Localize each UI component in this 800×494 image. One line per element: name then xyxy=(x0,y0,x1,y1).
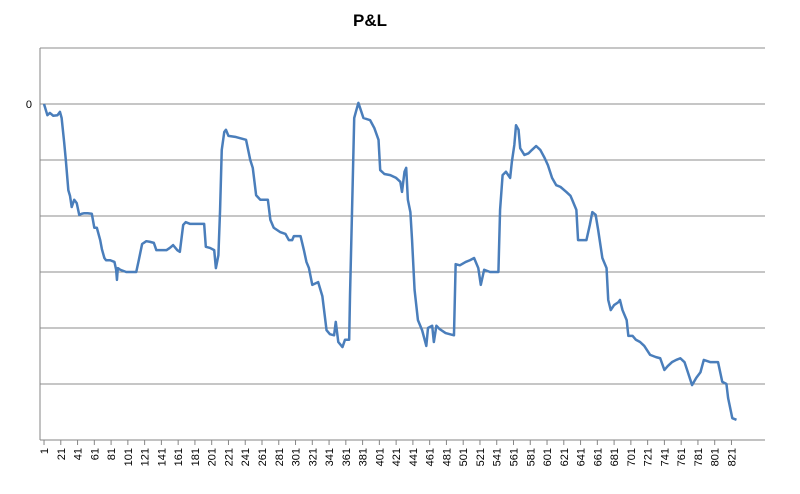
x-tick-label: 321 xyxy=(307,448,319,466)
x-tick-label: 581 xyxy=(525,448,537,466)
x-tick-label: 641 xyxy=(576,448,588,466)
x-tick-label: 161 xyxy=(173,448,185,466)
x-tick-label: 361 xyxy=(341,448,353,466)
x-tick-label: 21 xyxy=(56,448,68,460)
x-tick-label: 201 xyxy=(207,448,219,466)
x-tick-label: 781 xyxy=(693,448,705,466)
x-tick-label: 261 xyxy=(257,448,269,466)
x-tick-label: 681 xyxy=(609,448,621,466)
x-tick-label: 621 xyxy=(559,448,571,466)
x-tick-label: 501 xyxy=(458,448,470,466)
line-series xyxy=(42,101,737,422)
x-tick-label: 401 xyxy=(374,448,386,466)
y-tick-label: 0 xyxy=(26,99,32,111)
x-tick-label: 761 xyxy=(676,448,688,466)
x-tick-label: 381 xyxy=(358,448,370,466)
x-tick-label: 61 xyxy=(89,448,101,460)
x-tick-label: 541 xyxy=(492,448,504,466)
x-tick-label: 41 xyxy=(73,448,85,460)
x-tick-label: 521 xyxy=(475,448,487,466)
x-tick-label: 421 xyxy=(391,448,403,466)
x-tick-label: 801 xyxy=(710,448,722,466)
x-tick-label: 121 xyxy=(140,448,152,466)
x-tick-label: 81 xyxy=(106,448,118,460)
x-tick-label: 281 xyxy=(274,448,286,466)
x-tick-label: 701 xyxy=(626,448,638,466)
x-tick-label: 241 xyxy=(240,448,252,466)
x-tick-label: 481 xyxy=(441,448,453,466)
x-tick-label: 101 xyxy=(123,448,135,466)
x-tick-label: 441 xyxy=(408,448,420,466)
x-tick-label: 181 xyxy=(190,448,202,466)
x-tick-label: 561 xyxy=(508,448,520,466)
x-tick-label: 1 xyxy=(39,448,51,454)
x-tick-label: 301 xyxy=(291,448,303,466)
x-tick-label: 601 xyxy=(542,448,554,466)
x-tick-label: 741 xyxy=(659,448,671,466)
x-tick-label: 721 xyxy=(643,448,655,466)
chart-title: P&L xyxy=(353,11,387,30)
x-tick-label: 221 xyxy=(223,448,235,466)
x-tick-label: 661 xyxy=(592,448,604,466)
x-tick-label: 341 xyxy=(324,448,336,466)
x-tick-label: 821 xyxy=(726,448,738,466)
x-tick-label: 461 xyxy=(425,448,437,466)
x-tick-label: 141 xyxy=(156,448,168,466)
